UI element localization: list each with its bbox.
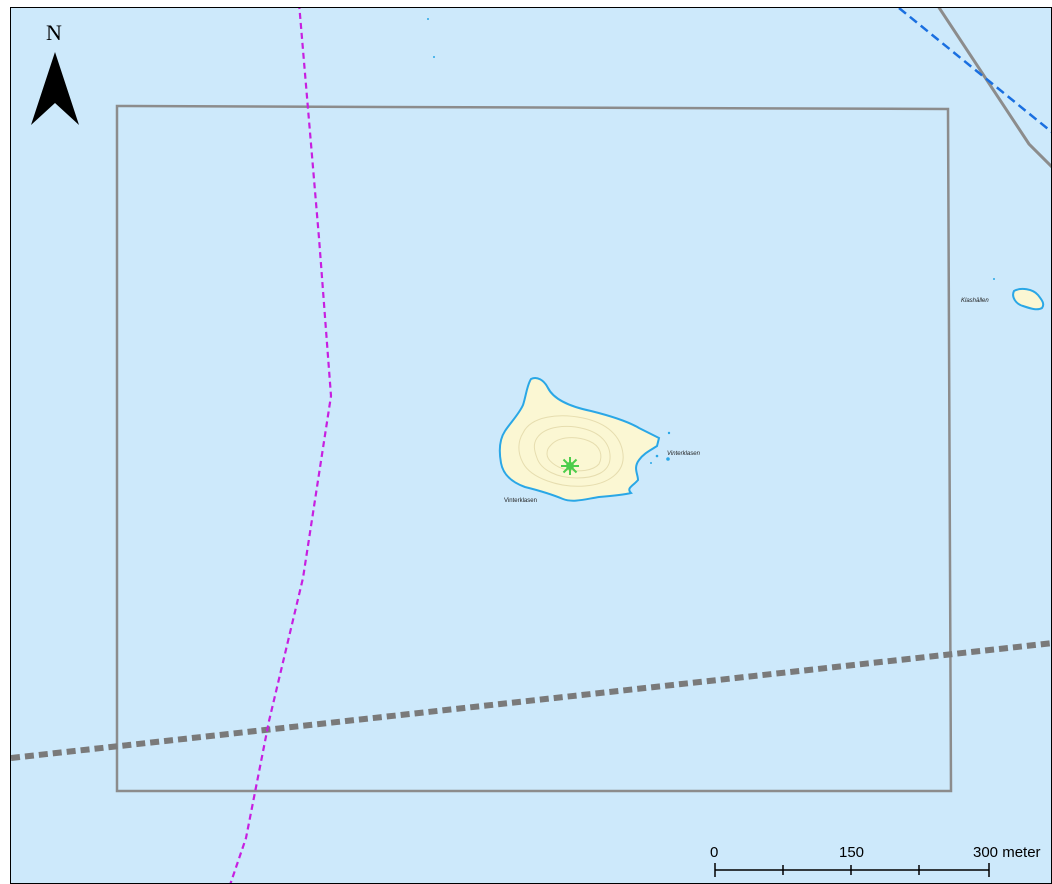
scale-tick-0: 0 [710,844,718,861]
dotted-border-line [11,640,1051,761]
scale-bar [714,863,990,877]
contour-line [533,425,611,479]
water-speck [993,278,995,280]
contour-line [518,415,624,487]
magenta-route-line [229,8,333,883]
site-asterisk-icon [561,457,579,475]
blue-route-line [898,8,1051,133]
small-islet [655,454,659,458]
water-speck [433,56,435,58]
main-island-shape [498,377,661,502]
east-islet-shape [1012,287,1045,311]
road-line [937,8,1051,169]
contour-line [546,437,602,472]
main-island-label: Vinterklasen [504,498,537,504]
map-frame: Klashällen Vinterklasen Vinterklasen N [10,7,1052,884]
north-label: N [46,20,62,45]
scale-tick-150: 150 [839,844,864,861]
east-islet-label: Klashällen [961,298,989,304]
small-islet [650,462,652,464]
islet-label: Vinterklasen [667,451,701,457]
small-islet [666,457,670,461]
map-canvas: Klashällen Vinterklasen Vinterklasen N [11,8,1051,883]
small-islet [667,431,671,435]
north-arrow-icon [31,52,79,125]
scale-tick-300: 300 meter [973,844,1041,861]
study-area-boundary [115,104,953,793]
water-speck [427,18,429,20]
